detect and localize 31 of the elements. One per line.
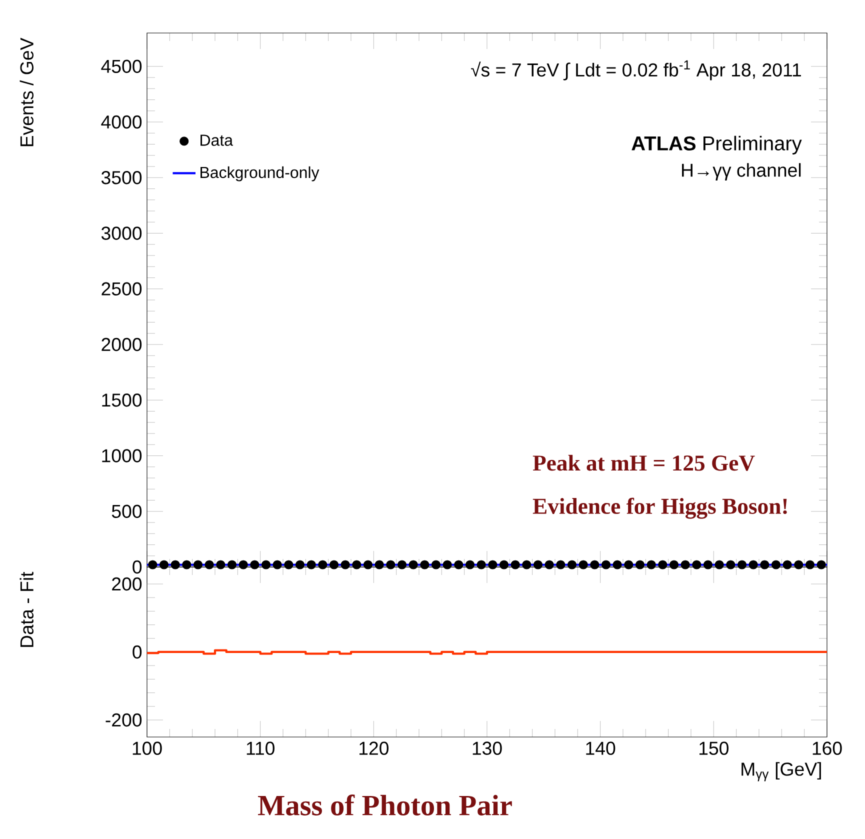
y-tick-label: 200 xyxy=(112,577,142,591)
x-tick-label: 150 xyxy=(700,742,729,755)
annotation: H→γγ channel xyxy=(682,163,801,181)
annotation: Evidence for Higgs Boson! xyxy=(532,498,787,519)
x-tick-label: 130 xyxy=(472,742,502,755)
y-tick-label: 2000 xyxy=(102,338,142,352)
x-axis-title: M$_{γγ}$ [GeV] xyxy=(742,762,821,782)
y-tick-label: 4500 xyxy=(101,60,142,73)
x-tick-label: 100 xyxy=(132,742,162,755)
y-axis-title: Data - Fit xyxy=(20,572,34,647)
legend-label: Data xyxy=(200,134,234,146)
x-tick-label: 110 xyxy=(246,742,274,755)
annotation: Peak at mH = 125 GeV xyxy=(532,454,755,471)
x-tick-label: 120 xyxy=(360,742,389,755)
y-tick-label: 3500 xyxy=(101,170,142,184)
y-tick-label: 2500 xyxy=(102,282,142,296)
y-tick-label: -200 xyxy=(106,713,142,727)
x-tick-label: 140 xyxy=(586,742,616,755)
y-tick-label: 500 xyxy=(112,504,142,518)
y-tick-label: 1000 xyxy=(102,449,142,462)
y-tick-label: 1500 xyxy=(102,393,142,407)
y-tick-label: 3000 xyxy=(101,226,142,240)
y-tick-label: 0 xyxy=(132,560,142,574)
annotation: √s = 7 TeV ∫ Ldt = 0.02 fb$^{-1}$ Apr 18, 2011 xyxy=(470,60,801,80)
text: Mass of Photon Pair xyxy=(258,794,512,816)
y-tick-label: 0 xyxy=(132,645,142,659)
x-tick-label: 160 xyxy=(812,742,842,755)
y-tick-label: 4000 xyxy=(101,115,142,129)
annotation: ATLAS Preliminary xyxy=(632,136,802,154)
y-axis-title: Events / GeV xyxy=(20,38,34,146)
legend-label: Background-only xyxy=(200,166,320,182)
